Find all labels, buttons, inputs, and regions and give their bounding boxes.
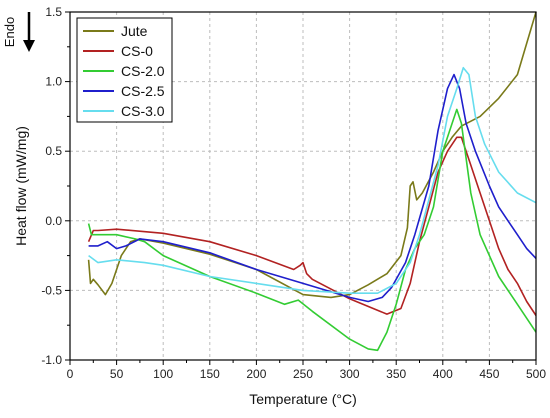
x-axis-title: Temperature (°C) <box>249 391 357 407</box>
legend-label-cs-2-0: CS-2.0 <box>121 63 165 79</box>
series-layer <box>87 11 537 352</box>
y-tick-label: 0.5 <box>45 144 62 158</box>
y-tick-label: 1.0 <box>45 75 62 89</box>
x-tick-label: 50 <box>110 367 124 381</box>
x-tick-label: 500 <box>526 367 546 381</box>
x-tick-label: 200 <box>246 367 266 381</box>
y-axis-title: Heat flow (mW/mg) <box>13 126 29 246</box>
x-tick-label: 0 <box>67 367 74 381</box>
endo-arrowhead-icon <box>23 40 35 52</box>
series-line-cs-0 <box>87 136 537 316</box>
y-tick-label: 1.5 <box>45 5 62 19</box>
y-tick-label: -0.5 <box>41 283 62 297</box>
endo-annotation: Endo <box>2 12 35 52</box>
y-tick-label: -1.0 <box>41 353 62 367</box>
legend: Jute CS-0 CS-2.0 CS-2.5 CS-3.0 <box>76 17 173 123</box>
series-line-cs-3-0 <box>88 66 537 294</box>
series-line-cs-2-5 <box>88 73 537 303</box>
y-tick-label: 0.0 <box>45 214 62 228</box>
series-line-cs-2-0 <box>87 108 537 352</box>
axis-ticks: 0 50 100 150 200 250 300 350 400 450 500 -1.0 -0.5 0.… <box>41 5 546 381</box>
x-tick-label: 400 <box>433 367 453 381</box>
legend-label-jute: Jute <box>121 23 148 39</box>
x-tick-label: 450 <box>479 367 499 381</box>
endo-label: Endo <box>2 17 17 47</box>
x-tick-label: 100 <box>153 367 173 381</box>
legend-label-cs-2-5: CS-2.5 <box>121 83 165 99</box>
x-tick-label: 250 <box>293 367 313 381</box>
x-tick-label: 150 <box>200 367 220 381</box>
legend-label-cs-3-0: CS-3.0 <box>121 103 165 119</box>
x-tick-label: 350 <box>386 367 406 381</box>
legend-label-cs-0: CS-0 <box>121 43 153 59</box>
series-line-jute <box>87 11 537 299</box>
x-tick-label: 300 <box>340 367 360 381</box>
